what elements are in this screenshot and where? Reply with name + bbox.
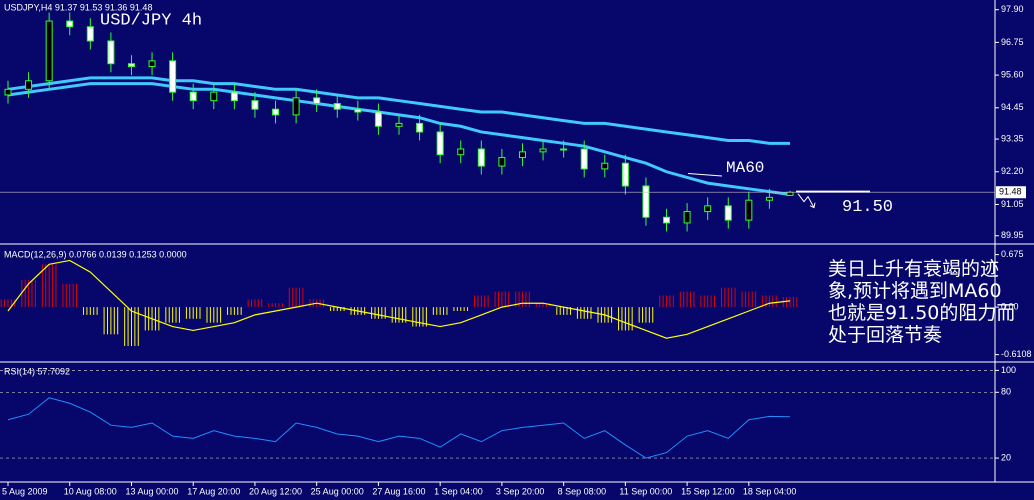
chart-header: USDJPY,H4 91.37 91.53 91.36 91.48: [4, 2, 152, 12]
candle-body: [560, 148, 568, 151]
y-tick-label: 100: [1001, 365, 1016, 375]
y-tick-label: 20: [1001, 452, 1011, 462]
x-tick-label: 17 Aug 20:00: [187, 486, 240, 496]
candle-body: [663, 216, 671, 224]
chart-title: USD/JPY 4h: [100, 11, 202, 30]
candle-body: [313, 97, 321, 105]
target-label: 91.50: [842, 198, 893, 217]
y-tick-label: 95.60: [1001, 69, 1024, 79]
candle-body: [498, 157, 506, 167]
y-tick-label: 96.75: [1001, 37, 1024, 47]
y-tick-label: 94.45: [1001, 102, 1024, 112]
candle-body: [272, 108, 280, 116]
candle-body: [539, 148, 547, 153]
target-arrow: [797, 193, 816, 209]
candle-body: [724, 205, 732, 221]
y-tick-label: 89.95: [1001, 230, 1024, 240]
candle-body: [107, 40, 115, 65]
x-tick-label: 27 Aug 16:00: [372, 486, 425, 496]
candle-body: [765, 196, 773, 201]
candle-body: [148, 60, 156, 68]
x-tick-label: 3 Sep 20:00: [496, 486, 545, 496]
candle-body: [169, 60, 177, 93]
x-tick-label: 1 Sep 04:00: [434, 486, 483, 496]
x-tick-label: 8 Sep 08:00: [558, 486, 607, 496]
x-tick-label: 10 Aug 08:00: [64, 486, 117, 496]
y-tick-label: -0.6108: [1001, 349, 1032, 359]
x-tick-label: 5 Aug 2009: [2, 486, 48, 496]
candle-body: [477, 148, 485, 167]
candle-body: [683, 211, 691, 224]
x-tick-label: 25 Aug 00:00: [311, 486, 364, 496]
panel-header: MACD(12,26,9) 0.0766 0.0139 0.1253 0.000…: [4, 249, 187, 259]
annotation-note: 美日上升有衰竭的迹象,预计将遇到MA60也就是91.50的阻力而处于回落节奏: [828, 258, 1016, 346]
candle-body: [601, 162, 609, 170]
candle-body: [25, 80, 33, 90]
y-tick-label: 0.675: [1001, 249, 1024, 259]
candle-body: [457, 148, 465, 156]
ma-line: [7, 76, 790, 145]
candle-body: [354, 108, 362, 113]
candle-body: [704, 205, 712, 213]
rsi-line: [7, 397, 791, 459]
y-tick-label: 0.00: [1001, 301, 1019, 311]
candle-body: [621, 162, 629, 187]
candle-body: [642, 185, 650, 218]
candle-body: [436, 131, 444, 156]
x-tick-label: 20 Aug 12:00: [249, 486, 302, 496]
candle-body: [518, 151, 526, 159]
candle-body: [189, 91, 197, 102]
candle-body: [580, 148, 588, 170]
candle-body: [251, 100, 259, 110]
candle-body: [4, 88, 12, 96]
candle-body: [416, 122, 424, 133]
candle-body: [45, 20, 53, 82]
price-label-box: [996, 186, 1026, 199]
candle-body: [230, 91, 238, 102]
candle-body: [210, 91, 218, 102]
signal-line: [7, 259, 791, 339]
y-tick-label: 97.90: [1001, 4, 1024, 14]
candle-body: [374, 111, 382, 127]
x-tick-label: 13 Aug 00:00: [125, 486, 178, 496]
x-tick-label: 11 Sep 00:00: [619, 486, 672, 496]
x-tick-label: 15 Sep 12:00: [681, 486, 735, 496]
y-tick-label: 93.35: [1001, 133, 1024, 143]
x-tick-label: 18 Sep 04:00: [743, 486, 797, 496]
price-label: 91.48: [999, 187, 1022, 197]
candle-body: [333, 103, 341, 110]
y-tick-label: 91.05: [1001, 199, 1024, 209]
annotation-pointer: [687, 172, 723, 177]
candle-body: [127, 63, 135, 68]
annotation-label: MA60: [726, 159, 764, 177]
candle-body: [86, 26, 94, 42]
y-tick-label: 80: [1001, 387, 1011, 397]
panel-header: RSI(14) 57.7092: [4, 366, 70, 376]
candle-body: [395, 122, 403, 127]
candle-body: [745, 199, 753, 221]
candle-body: [786, 191, 794, 196]
candle-body: [292, 97, 300, 116]
y-tick-label: 92.20: [1001, 166, 1024, 176]
candle-body: [66, 20, 74, 28]
